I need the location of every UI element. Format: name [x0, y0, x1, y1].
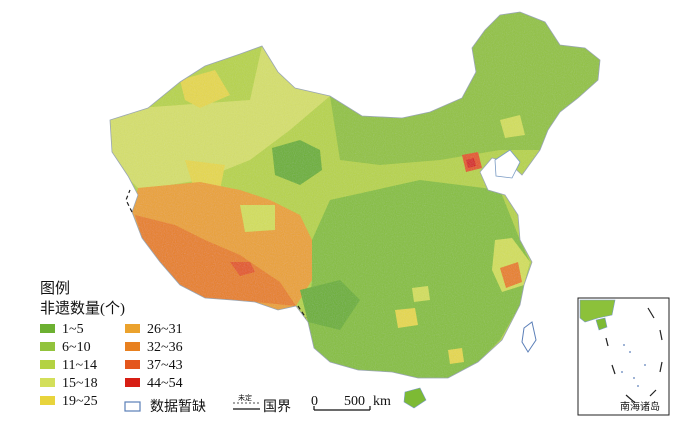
legend-swatch-1	[40, 324, 55, 333]
scale-unit: km	[373, 394, 391, 409]
scale-value: 500	[344, 394, 365, 409]
region-zhejiang	[500, 262, 522, 288]
legend-label-6: 26~31	[147, 322, 183, 337]
south-china-sea-inset: 南海诸岛	[577, 297, 670, 416]
legend-label-8: 37~43	[147, 358, 183, 373]
legend-label-9: 44~54	[147, 376, 183, 391]
legend-swatch-7	[125, 342, 140, 351]
legend-label-5: 19~25	[62, 394, 98, 409]
inset-coast	[579, 299, 616, 323]
region-qinghai-west	[272, 140, 322, 185]
legend-swatch-3	[40, 360, 55, 369]
inset-label: 南海诸岛	[620, 400, 660, 413]
border-dashes	[125, 189, 307, 319]
region-hunan-city	[412, 286, 430, 302]
inset-dashed-line	[605, 307, 663, 403]
legend-swatch-2	[40, 342, 55, 351]
scale-zero: 0	[311, 394, 318, 409]
region-central-south	[308, 180, 530, 378]
map-legend: 图例 非遗数量(个) 1~5 6~10 11~14 15~18 19~25 26~31 32…	[40, 280, 183, 409]
legend-label-2: 6~10	[62, 340, 91, 355]
legend-swatch-4	[40, 378, 55, 387]
legend-label-7: 32~36	[147, 340, 183, 355]
region-beijing-core	[466, 158, 476, 168]
legend-swatch-5	[40, 396, 55, 405]
region-guangdong-city	[448, 348, 464, 364]
legend-label-1: 1~5	[62, 322, 84, 337]
border-label: 国界	[263, 400, 291, 415]
legend-swatch-8	[125, 360, 140, 369]
region-north-xinjiang	[180, 70, 230, 108]
region-north-belt	[330, 12, 600, 165]
bohai-sea	[494, 149, 521, 179]
inset-hainan	[595, 317, 608, 331]
no-data-label: 数据暂缺	[150, 399, 206, 415]
legend-subtitle: 非遗数量(个)	[40, 300, 125, 317]
region-southwest	[300, 280, 360, 330]
region-tibet-hotspot	[230, 262, 255, 276]
hainan-island	[403, 387, 427, 409]
taiwan-island	[521, 321, 537, 353]
legend-swatch-9	[125, 378, 140, 387]
inset-islands	[621, 344, 646, 387]
region-tibet-south	[135, 215, 296, 306]
region-tibet-north	[240, 205, 275, 232]
legend-label-4: 15~18	[62, 376, 98, 391]
legend-title: 图例	[40, 280, 70, 297]
no-data-swatch	[124, 401, 141, 412]
legend-label-3: 11~14	[62, 358, 97, 373]
undetermined-border-label: 未定	[238, 393, 252, 402]
region-northeast-city	[500, 115, 525, 138]
region-south-city	[395, 308, 418, 328]
legend-extra: 数据暂缺 未定 国界	[124, 393, 291, 415]
scale-bar: 0 500 km	[311, 394, 391, 411]
legend-swatches: 1~5 6~10 11~14 15~18 19~25 26~31 32~36 37~43 44~…	[40, 322, 183, 409]
region-northwest-basin	[110, 46, 330, 190]
legend-swatch-6	[125, 324, 140, 333]
